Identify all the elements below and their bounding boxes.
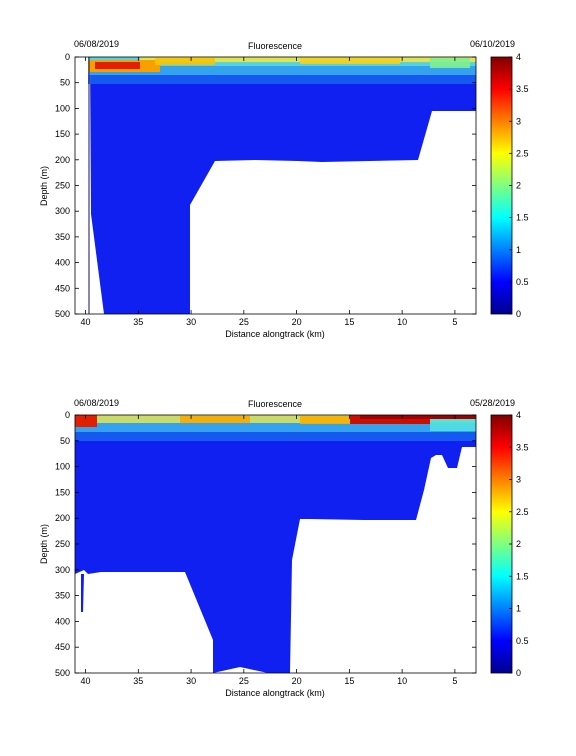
colorbar-tick-label: 2 bbox=[516, 539, 521, 549]
x-tick-label: 35 bbox=[133, 317, 143, 327]
colorbar-tick-label: 2.5 bbox=[516, 507, 529, 517]
colorbar-tick-label: 0 bbox=[516, 668, 521, 678]
colorbar-tick-label: 0.5 bbox=[516, 636, 529, 646]
y-tick-label: 200 bbox=[55, 513, 70, 523]
panel-2-y-axis: 0 50 100 150 200 250 300 350 400 450 500 bbox=[55, 410, 476, 678]
y-tick-label: 500 bbox=[55, 309, 70, 319]
colorbar-tick-label: 2.5 bbox=[516, 148, 529, 158]
colorbar-tick-label: 4 bbox=[516, 410, 521, 420]
x-tick-label: 10 bbox=[397, 317, 407, 327]
x-tick-label: 40 bbox=[81, 317, 91, 327]
panel-2-data-region bbox=[75, 415, 476, 673]
colorbar-tick-label: 0.5 bbox=[516, 277, 529, 287]
y-tick-label: 500 bbox=[55, 668, 70, 678]
y-tick-label: 100 bbox=[55, 103, 70, 113]
y-tick-label: 350 bbox=[55, 591, 70, 601]
panel-1-fluorescence-surface bbox=[88, 57, 476, 84]
y-tick-label: 0 bbox=[65, 52, 70, 62]
panel-2-start-date: 06/08/2019 bbox=[74, 398, 119, 408]
y-tick-label: 300 bbox=[55, 565, 70, 575]
colorbar-tick-label: 1.5 bbox=[516, 213, 529, 223]
y-tick-label: 50 bbox=[60, 78, 70, 88]
x-tick-label: 15 bbox=[344, 676, 354, 686]
x-tick-label: 5 bbox=[452, 676, 457, 686]
x-tick-label: 25 bbox=[239, 676, 249, 686]
panel-1-colorbar-scale bbox=[490, 56, 513, 315]
panel-2-x-axis: 40 35 30 25 20 15 10 5 bbox=[81, 415, 457, 686]
panel-1-end-date: 06/10/2019 bbox=[470, 39, 515, 49]
panel-1-colorbar-ticks: 0 0.5 1 1.5 2 2.5 3 3.5 4 bbox=[509, 52, 529, 319]
panel-2-fluorescence-surface bbox=[75, 415, 476, 441]
y-tick-label: 350 bbox=[55, 232, 70, 242]
panel-1-title: Fluorescence bbox=[248, 41, 302, 51]
y-tick-label: 450 bbox=[55, 283, 70, 293]
panel-2-probe-spike bbox=[81, 574, 84, 612]
panel-1-xlabel: Distance alongtrack (km) bbox=[225, 329, 325, 339]
colorbar-tick-label: 3.5 bbox=[516, 442, 529, 452]
y-tick-label: 150 bbox=[55, 487, 70, 497]
colorbar-tick-label: 3 bbox=[516, 116, 521, 126]
colorbar-tick-label: 0 bbox=[516, 309, 521, 319]
y-tick-label: 400 bbox=[55, 616, 70, 626]
y-tick-label: 250 bbox=[55, 539, 70, 549]
y-tick-label: 50 bbox=[60, 436, 70, 446]
colorbar-tick-label: 2 bbox=[516, 181, 521, 191]
panel-1: 06/08/2019 Fluorescence 06/10/2019 40 35 3… bbox=[39, 39, 529, 339]
colorbar-tick-label: 3.5 bbox=[516, 84, 529, 94]
panel-1-y-axis: 0 50 100 150 200 250 300 350 400 450 500 bbox=[55, 52, 476, 319]
panel-2-colorbar-ticks: 0 0.5 1 1.5 2 2.5 3 3.5 4 bbox=[509, 410, 529, 678]
y-tick-label: 450 bbox=[55, 642, 70, 652]
x-tick-label: 15 bbox=[344, 317, 354, 327]
panel-2: 06/08/2019 Fluorescence 05/28/2019 40 35 3… bbox=[39, 398, 529, 698]
colorbar-tick-label: 3 bbox=[516, 475, 521, 485]
x-tick-label: 25 bbox=[239, 317, 249, 327]
x-tick-label: 30 bbox=[186, 317, 196, 327]
y-tick-label: 0 bbox=[65, 410, 70, 420]
panel-1-plot-area bbox=[74, 56, 477, 315]
x-tick-label: 20 bbox=[292, 676, 302, 686]
y-tick-label: 200 bbox=[55, 155, 70, 165]
colorbar-tick-label: 1.5 bbox=[516, 571, 529, 581]
panel-1-colorbar: 0 0.5 1 1.5 2 2.5 3 3.5 4 bbox=[490, 52, 529, 319]
panel-2-ylabel: Depth (m) bbox=[39, 524, 49, 564]
x-tick-label: 30 bbox=[186, 676, 196, 686]
y-tick-label: 100 bbox=[55, 462, 70, 472]
colorbar-tick-label: 4 bbox=[516, 52, 521, 62]
x-tick-label: 5 bbox=[452, 317, 457, 327]
x-tick-label: 10 bbox=[397, 676, 407, 686]
colorbar-tick-label: 1 bbox=[516, 604, 521, 614]
panel-1-data-region bbox=[90, 57, 476, 314]
panel-2-colorbar: 0 0.5 1 1.5 2 2.5 3 3.5 4 bbox=[490, 410, 529, 678]
colorbar-tick-label: 1 bbox=[516, 245, 521, 255]
panel-2-title: Fluorescence bbox=[248, 399, 302, 409]
panel-1-start-date: 06/08/2019 bbox=[74, 39, 119, 49]
panel-2-xlabel: Distance alongtrack (km) bbox=[225, 688, 325, 698]
y-tick-label: 300 bbox=[55, 206, 70, 216]
x-tick-label: 40 bbox=[81, 676, 91, 686]
x-tick-label: 20 bbox=[292, 317, 302, 327]
panel-2-colorbar-scale bbox=[490, 414, 513, 674]
x-tick-label: 35 bbox=[133, 676, 143, 686]
panel-2-plot-area bbox=[74, 414, 477, 674]
y-tick-label: 400 bbox=[55, 258, 70, 268]
y-tick-label: 250 bbox=[55, 181, 70, 191]
y-tick-label: 150 bbox=[55, 129, 70, 139]
panel-1-ylabel: Depth (m) bbox=[39, 166, 49, 206]
panel-2-end-date: 05/28/2019 bbox=[470, 398, 515, 408]
panel-1-x-axis: 40 35 30 25 20 15 10 5 bbox=[81, 57, 457, 327]
